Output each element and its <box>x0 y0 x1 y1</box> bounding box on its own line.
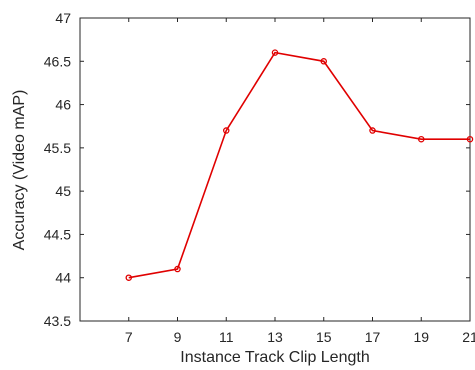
x-tick-label: 17 <box>365 329 381 345</box>
axis-ticks <box>80 17 471 322</box>
y-axis-label: Accuracy (Video mAP) <box>11 90 28 251</box>
y-tick-label: 47 <box>55 10 71 26</box>
y-tick-label: 44 <box>55 270 71 286</box>
x-tick-label: 15 <box>316 329 332 345</box>
data-point <box>222 127 230 134</box>
y-tick-label: 45 <box>55 183 71 199</box>
y-tick-label: 46 <box>55 97 71 113</box>
data-point <box>369 127 376 134</box>
x-tick-label: 11 <box>219 329 234 345</box>
y-tick-labels: 43.5 44 44.5 45 45.5 46 46.5 47 <box>44 10 71 329</box>
data-point <box>125 274 133 281</box>
y-tick-label: 46.5 <box>44 53 71 69</box>
data-point <box>271 49 279 56</box>
x-tick-label: 19 <box>413 329 429 345</box>
series-line <box>128 51 470 279</box>
data-point <box>320 58 327 65</box>
x-tick-labels: 7 9 11 13 15 17 19 21 <box>125 329 475 345</box>
y-tick-label: 44.5 <box>44 226 71 242</box>
x-tick-label: 7 <box>125 329 133 345</box>
x-axis-label: Instance Track Clip Length <box>180 349 369 366</box>
y-tick-label: 45.5 <box>44 140 71 156</box>
data-point <box>466 135 474 143</box>
y-tick-label: 43.5 <box>44 313 71 329</box>
x-tick-label: 13 <box>267 329 283 345</box>
x-tick-label: 21 <box>462 329 475 345</box>
x-tick-label: 9 <box>174 329 182 345</box>
data-point <box>174 265 181 273</box>
series-layer <box>125 49 474 281</box>
data-point <box>417 135 425 143</box>
